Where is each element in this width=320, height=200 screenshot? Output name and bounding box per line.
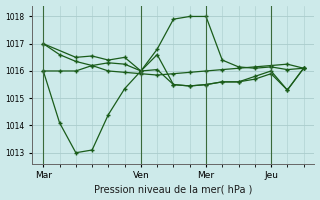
X-axis label: Pression niveau de la mer( hPa ): Pression niveau de la mer( hPa ) <box>94 184 252 194</box>
